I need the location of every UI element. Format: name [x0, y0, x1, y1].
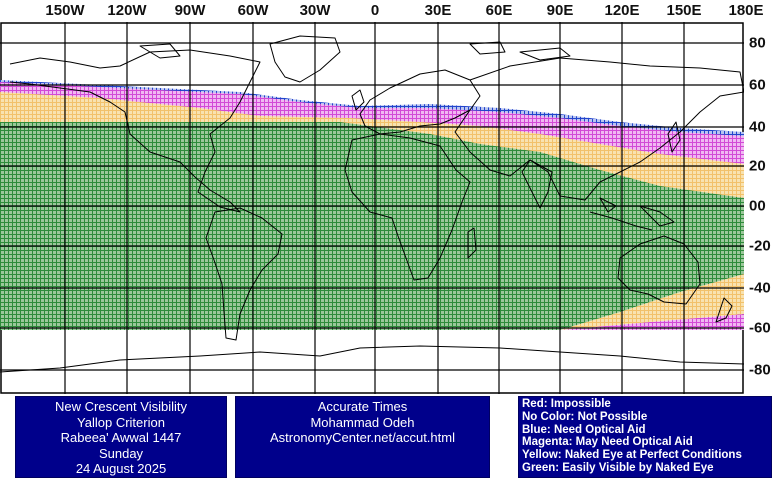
map-gridlines [0, 22, 744, 394]
lon-label-90w: 90W [174, 2, 206, 19]
zone-magenta-south [560, 314, 744, 330]
lon-label-180e: 180E [728, 2, 764, 19]
legend-nocolor: No Color: Not Possible [522, 410, 648, 423]
weekday-label: Sunday [98, 445, 144, 461]
credits-title: Accurate Times [317, 399, 408, 414]
lat-label-20: 20 [749, 157, 766, 175]
lat-label-minus80: -80 [749, 361, 771, 379]
visibility-map [0, 22, 744, 394]
website-url: AstronomyCenter.net/accut.html [270, 430, 455, 445]
lat-label-minus60: -60 [749, 319, 771, 337]
info-panel-middle: Accurate Times Mohammad Odeh AstronomyCe… [235, 396, 490, 478]
lat-label-minus20: -20 [749, 237, 771, 255]
lon-label-30w: 30W [299, 2, 331, 19]
lon-label-120w: 120W [107, 2, 147, 19]
lon-label-0: 0 [370, 2, 380, 19]
zone-green [0, 122, 744, 330]
lon-label-30e: 30E [424, 2, 452, 19]
legend-green: Green: Easily Visible by Naked Eye [522, 461, 714, 474]
legend-panel: Red: Impossible No Color: Not Possible B… [518, 396, 772, 478]
criterion-label: Yallop Criterion [77, 414, 165, 430]
lon-label-150w: 150W [45, 2, 85, 19]
legend-blue: Blue: Need Optical Aid [522, 423, 646, 436]
lon-label-150e: 150E [666, 2, 702, 19]
legend-red: Red: Impossible [522, 398, 611, 410]
legend-yellow: Yellow: Naked Eye at Perfect Conditions [522, 449, 742, 462]
lat-label-00: 00 [749, 197, 766, 215]
lon-label-90e: 90E [546, 2, 574, 19]
lat-label-40: 40 [749, 118, 766, 136]
author-name: Mohammad Odeh [310, 414, 415, 430]
lat-label-80: 80 [749, 34, 766, 52]
lon-label-60w: 60W [237, 2, 269, 19]
lon-label-120e: 120E [604, 2, 640, 19]
lon-label-60e: 60E [485, 2, 513, 19]
hijri-month-label: Rabeea' Awwal 1447 [60, 430, 182, 445]
panel-title: New Crescent Visibility [55, 399, 187, 414]
coastlines [0, 35, 744, 373]
lat-label-60: 60 [749, 76, 766, 94]
legend-magenta: Magenta: May Need Optical Aid [522, 436, 693, 449]
info-panel-left: New Crescent Visibility Yallop Criterion… [15, 396, 227, 478]
lat-label-minus40: -40 [749, 279, 771, 297]
date-label: 24 August 2025 [75, 461, 167, 476]
